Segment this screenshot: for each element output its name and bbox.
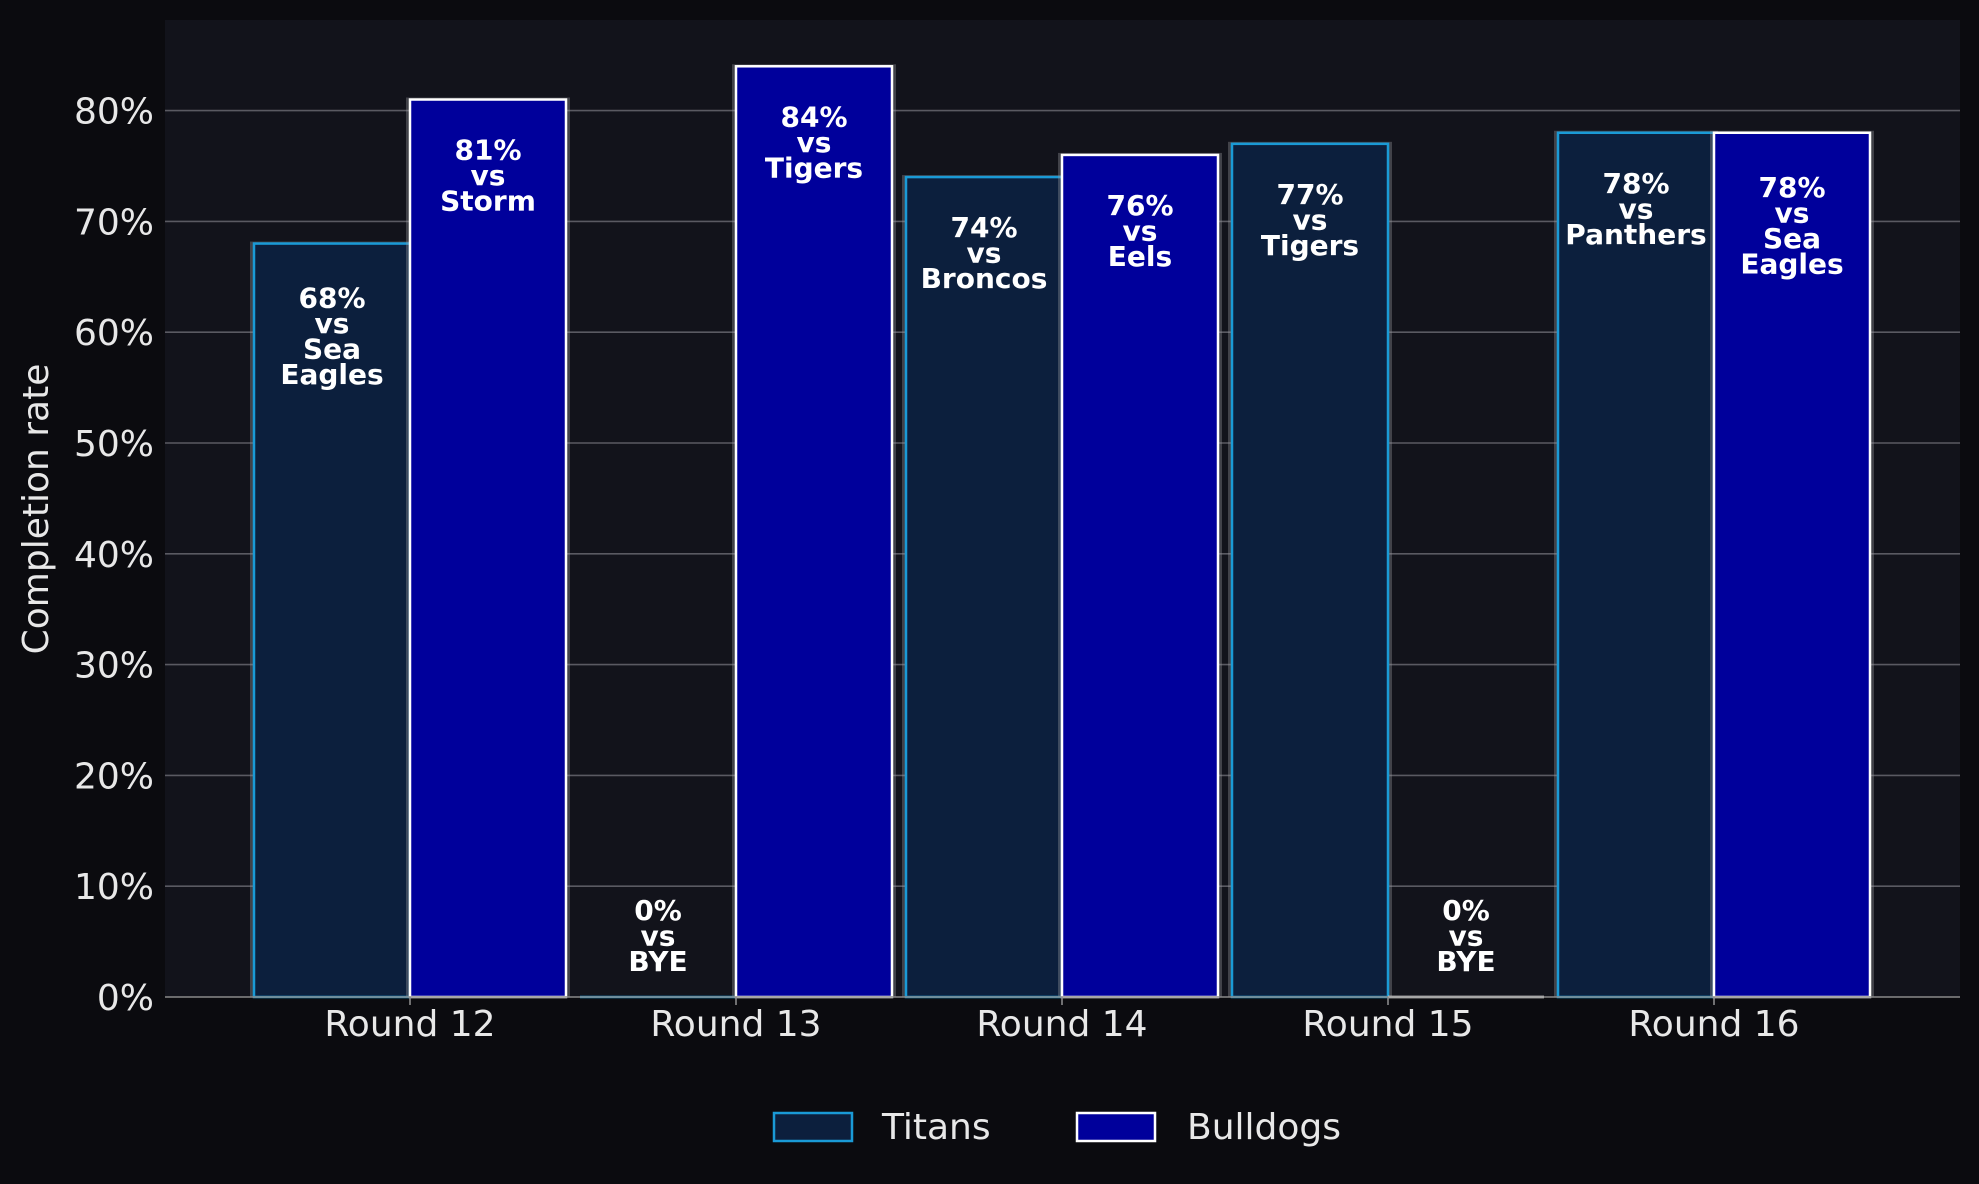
- y-tick-label: 0%: [97, 978, 154, 1019]
- bars: [250, 64, 1874, 999]
- x-tick-label: Round 14: [976, 1004, 1147, 1045]
- bar-data-label: 68% vs Sea Eagles: [280, 282, 383, 392]
- y-tick-label: 30%: [74, 646, 154, 687]
- legend-swatch-titans: [772, 1111, 854, 1143]
- bar-titans: [252, 242, 412, 999]
- bar-data-label: 0% vs BYE: [628, 894, 687, 978]
- bar-titans: [1556, 131, 1716, 999]
- bar-bulldogs: [1060, 153, 1220, 999]
- bar-data-label: 84% vs Tigers: [765, 100, 863, 184]
- y-tick-label: 80%: [74, 92, 154, 133]
- bar-labels: 68% vs Sea Eagles 81% vs Storm 0% vs BYE 84% vs Tige…: [280, 100, 1843, 978]
- y-axis-title: Completion rate: [16, 364, 57, 655]
- y-tick-label: 60%: [74, 313, 154, 354]
- x-tick-label: Round 16: [1628, 1004, 1799, 1045]
- bar-bulldogs: [408, 98, 568, 999]
- legend-label-titans: Titans: [881, 1107, 991, 1148]
- bar-data-label: 78% vs Sea Eagles: [1740, 171, 1843, 281]
- y-tick-label: 40%: [74, 535, 154, 576]
- x-tick-label: Round 12: [324, 1004, 495, 1045]
- x-tick-label: Round 13: [650, 1004, 821, 1045]
- bar-data-label: 77% vs Tigers: [1261, 178, 1359, 262]
- axes: 0% 10% 20% 30% 40% 50% 60% 70% 80% Round 12 Round …: [74, 92, 1960, 1045]
- bar-data-label: 74% vs Broncos: [921, 211, 1048, 295]
- bar-data-label: 0% vs BYE: [1436, 894, 1495, 978]
- bar-bulldogs: [734, 65, 894, 999]
- legend: Titans Bulldogs: [772, 1107, 1341, 1148]
- bar-data-label: 81% vs Storm: [440, 134, 536, 218]
- bar-titans: [904, 175, 1064, 999]
- bar-titans: [1230, 142, 1390, 999]
- bar-data-label: 78% vs Panthers: [1565, 167, 1706, 251]
- bar-data-label: 76% vs Eels: [1106, 189, 1173, 273]
- y-tick-label: 10%: [74, 867, 154, 908]
- y-tick-label: 20%: [74, 756, 154, 797]
- legend-label-bulldogs: Bulldogs: [1187, 1107, 1341, 1148]
- y-tick-label: 70%: [74, 202, 154, 243]
- x-tick-label: Round 15: [1302, 1004, 1473, 1045]
- y-tick-label: 50%: [74, 424, 154, 465]
- legend-swatch-bulldogs: [1075, 1111, 1157, 1143]
